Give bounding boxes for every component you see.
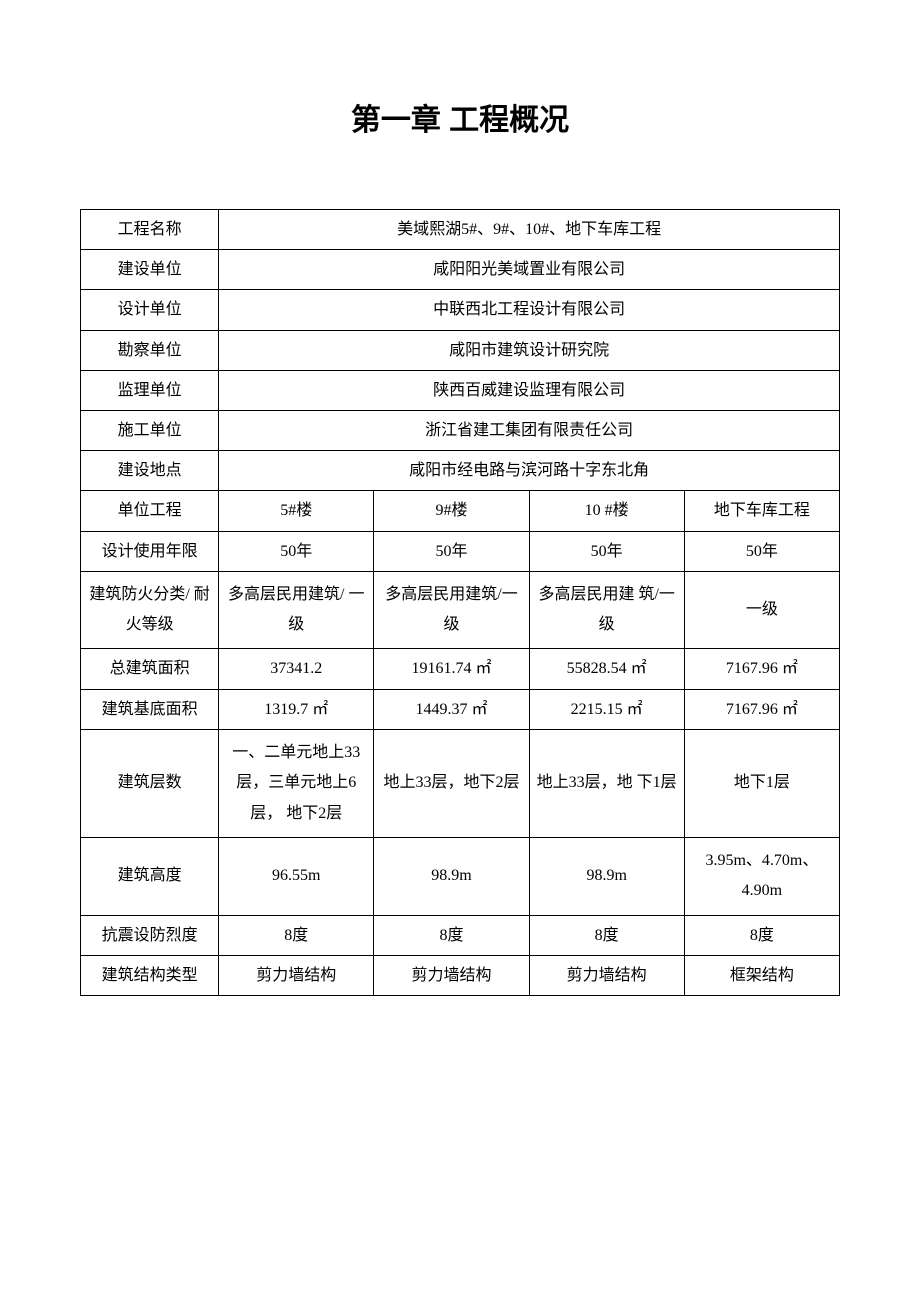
row-value: 陕西百威建设监理有限公司 [219,370,840,410]
table-row: 建筑高度 96.55m 98.9m 98.9m 3.95m、4.70m、4.90… [81,838,840,916]
cell-value: 8度 [374,915,529,955]
table-row: 监理单位 陕西百威建设监理有限公司 [81,370,840,410]
table-row: 建筑基底面积 1319.7 ㎡ 1449.37 ㎡ 2215.15 ㎡ 7167… [81,689,840,729]
row-label: 工程名称 [81,210,219,250]
table-row: 建筑层数 一、二单元地上33层，三单元地上6层， 地下2层 地上33层，地下2层… [81,729,840,837]
cell-value: 3.95m、4.70m、4.90m [684,838,839,916]
row-label: 总建筑面积 [81,649,219,689]
row-label: 单位工程 [81,491,219,531]
row-label: 建设单位 [81,250,219,290]
cell-value: 地上33层，地下2层 [374,729,529,837]
cell-value: 多高层民用建 筑/一级 [529,571,684,649]
row-label: 施工单位 [81,410,219,450]
row-label: 设计使用年限 [81,531,219,571]
table-row: 建筑防火分类/ 耐火等级 多高层民用建筑/ 一级 多高层民用建筑/一级 多高层民… [81,571,840,649]
cell-value: 7167.96 ㎡ [684,689,839,729]
chapter-title: 第一章 工程概况 [80,95,840,139]
cell-value: 地上33层，地 下1层 [529,729,684,837]
cell-value: 剪力墙结构 [529,955,684,995]
cell-value: 7167.96 ㎡ [684,649,839,689]
cell-value: 50年 [684,531,839,571]
row-value: 咸阳市经电路与滨河路十字东北角 [219,451,840,491]
cell-value: 96.55m [219,838,374,916]
row-label: 设计单位 [81,290,219,330]
cell-value: 剪力墙结构 [219,955,374,995]
row-label: 建筑结构类型 [81,955,219,995]
cell-value: 8度 [684,915,839,955]
cell-value: 37341.2 [219,649,374,689]
cell-value: 8度 [219,915,374,955]
table-header-row: 单位工程 5#楼 9#楼 10 #楼 地下车库工程 [81,491,840,531]
cell-value: 剪力墙结构 [374,955,529,995]
cell-value: 55828.54 ㎡ [529,649,684,689]
cell-value: 50年 [219,531,374,571]
cell-value: 1449.37 ㎡ [374,689,529,729]
cell-value: 地下1层 [684,729,839,837]
table-row: 总建筑面积 37341.2 19161.74 ㎡ 55828.54 ㎡ 7167… [81,649,840,689]
table-row: 建设地点 咸阳市经电路与滨河路十字东北角 [81,451,840,491]
table-row: 设计使用年限 50年 50年 50年 50年 [81,531,840,571]
cell-value: 2215.15 ㎡ [529,689,684,729]
col-header: 地下车库工程 [684,491,839,531]
project-overview-table: 工程名称 美域熙湖5#、9#、10#、地下车库工程 建设单位 咸阳阳光美域置业有… [80,209,840,996]
row-label: 建设地点 [81,451,219,491]
table-row: 工程名称 美域熙湖5#、9#、10#、地下车库工程 [81,210,840,250]
cell-value: 98.9m [529,838,684,916]
cell-value: 50年 [529,531,684,571]
table-row: 建设单位 咸阳阳光美域置业有限公司 [81,250,840,290]
row-value: 美域熙湖5#、9#、10#、地下车库工程 [219,210,840,250]
cell-value: 98.9m [374,838,529,916]
row-label: 建筑基底面积 [81,689,219,729]
cell-value: 多高层民用建筑/ 一级 [219,571,374,649]
row-label: 抗震设防烈度 [81,915,219,955]
row-label: 建筑高度 [81,838,219,916]
row-value: 中联西北工程设计有限公司 [219,290,840,330]
col-header: 5#楼 [219,491,374,531]
table-row: 设计单位 中联西北工程设计有限公司 [81,290,840,330]
cell-value: 19161.74 ㎡ [374,649,529,689]
row-label: 建筑防火分类/ 耐火等级 [81,571,219,649]
cell-value: 框架结构 [684,955,839,995]
row-label: 监理单位 [81,370,219,410]
table-row: 勘察单位 咸阳市建筑设计研究院 [81,330,840,370]
col-header: 10 #楼 [529,491,684,531]
row-value: 咸阳阳光美域置业有限公司 [219,250,840,290]
cell-value: 多高层民用建筑/一级 [374,571,529,649]
table-row: 施工单位 浙江省建工集团有限责任公司 [81,410,840,450]
cell-value: 8度 [529,915,684,955]
cell-value: 1319.7 ㎡ [219,689,374,729]
table-row: 建筑结构类型 剪力墙结构 剪力墙结构 剪力墙结构 框架结构 [81,955,840,995]
cell-value: 一、二单元地上33层，三单元地上6层， 地下2层 [219,729,374,837]
col-header: 9#楼 [374,491,529,531]
row-label: 勘察单位 [81,330,219,370]
cell-value: 一级 [684,571,839,649]
row-value: 咸阳市建筑设计研究院 [219,330,840,370]
row-label: 建筑层数 [81,729,219,837]
row-value: 浙江省建工集团有限责任公司 [219,410,840,450]
table-row: 抗震设防烈度 8度 8度 8度 8度 [81,915,840,955]
cell-value: 50年 [374,531,529,571]
